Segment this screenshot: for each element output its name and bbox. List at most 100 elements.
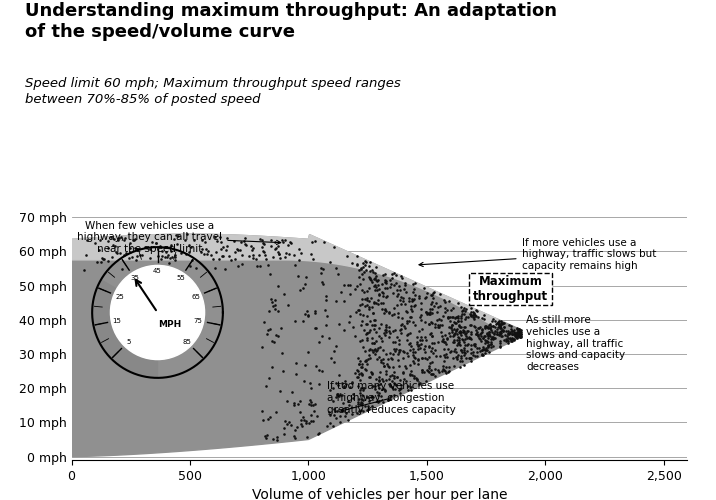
Point	[352, 400, 364, 408]
Point	[403, 294, 415, 302]
Point	[297, 318, 309, 326]
Point	[483, 330, 495, 338]
Point	[92, 258, 103, 266]
Point	[442, 336, 453, 344]
Point	[427, 288, 438, 296]
Point	[445, 323, 457, 331]
Point	[492, 318, 503, 326]
Point	[183, 248, 195, 256]
Point	[427, 339, 438, 347]
Point	[501, 336, 513, 344]
Point	[161, 243, 173, 251]
Point	[361, 312, 372, 320]
Point	[460, 349, 471, 357]
Point	[106, 254, 117, 262]
Point	[102, 244, 114, 252]
Point	[427, 370, 439, 378]
Point	[478, 346, 490, 354]
Point	[476, 346, 488, 354]
Point	[494, 328, 505, 336]
Point	[503, 321, 515, 329]
Point	[432, 303, 443, 311]
Point	[276, 350, 287, 358]
Point	[239, 234, 251, 242]
Point	[461, 341, 473, 349]
Point	[297, 412, 309, 420]
Point	[354, 301, 366, 309]
Point	[305, 418, 316, 426]
Point	[453, 317, 464, 325]
Point	[427, 308, 438, 316]
Point	[463, 334, 475, 342]
Point	[479, 346, 490, 354]
Point	[495, 318, 506, 326]
Point	[258, 318, 270, 326]
Point	[453, 322, 465, 330]
Point	[330, 264, 342, 272]
Point	[450, 348, 462, 356]
Point	[381, 370, 392, 378]
Text: If too many vehicles use
a highway, congestion
greatly reduces capacity: If too many vehicles use a highway, cong…	[327, 382, 456, 414]
Point	[169, 253, 180, 261]
Point	[367, 392, 378, 400]
Point	[440, 369, 452, 377]
Point	[360, 330, 372, 338]
Point	[256, 243, 268, 251]
Point	[102, 257, 114, 265]
Point	[380, 322, 392, 330]
Point	[424, 362, 435, 370]
Point	[471, 352, 483, 360]
Point	[328, 348, 339, 356]
Point	[373, 290, 384, 298]
Point	[359, 365, 371, 373]
Point	[513, 330, 525, 338]
Point	[500, 338, 512, 345]
Point	[259, 432, 271, 440]
Point	[390, 271, 402, 279]
Point	[379, 306, 391, 314]
Point	[458, 338, 470, 346]
Point	[117, 265, 128, 273]
Point	[438, 366, 450, 374]
Point	[507, 330, 518, 338]
Text: 65: 65	[191, 294, 200, 300]
Point	[516, 332, 527, 340]
Point	[387, 350, 399, 358]
Point	[389, 345, 400, 353]
Point	[480, 344, 492, 352]
Point	[433, 323, 445, 331]
Point	[374, 368, 386, 376]
Point	[423, 342, 435, 350]
Point	[234, 246, 246, 254]
Point	[150, 239, 162, 247]
Point	[381, 292, 392, 300]
Point	[399, 280, 410, 287]
Point	[298, 416, 309, 424]
Point	[352, 382, 364, 390]
Point	[435, 290, 446, 298]
Point	[435, 328, 446, 336]
Point	[399, 300, 410, 308]
Point	[407, 348, 419, 356]
Point	[425, 346, 437, 354]
Point	[502, 339, 513, 347]
Point	[451, 312, 463, 320]
Point	[412, 355, 423, 363]
Point	[440, 308, 451, 316]
Point	[485, 340, 497, 348]
Point	[353, 273, 364, 281]
Point	[354, 386, 366, 394]
Point	[402, 330, 413, 338]
Point	[350, 308, 362, 316]
Point	[202, 250, 213, 258]
Point	[352, 367, 363, 375]
Point	[457, 326, 468, 334]
Point	[356, 362, 367, 370]
Point	[378, 329, 390, 337]
Point	[430, 323, 441, 331]
Point	[164, 254, 175, 262]
Point	[356, 372, 367, 380]
Point	[503, 334, 514, 342]
Point	[180, 250, 192, 258]
Point	[290, 434, 301, 442]
